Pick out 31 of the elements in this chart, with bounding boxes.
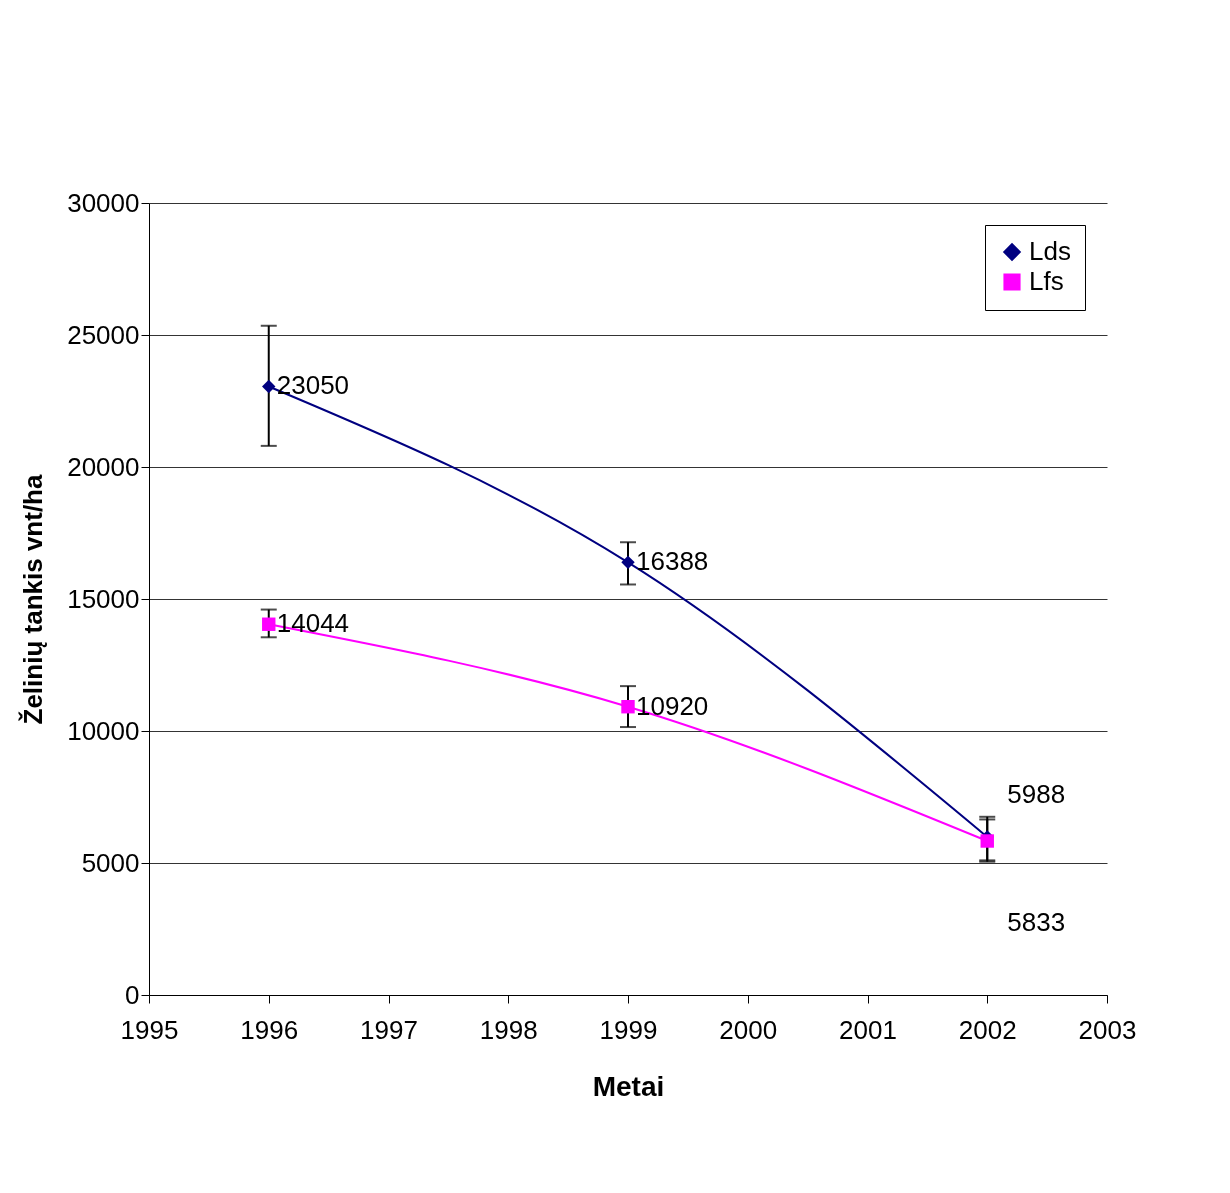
data-label: 23050	[276, 370, 350, 401]
y-tick-label: 20000	[67, 451, 140, 482]
data-label: 16388	[636, 546, 709, 577]
data-label: 5833	[1007, 907, 1066, 938]
point	[621, 555, 635, 570]
x-axis-title: Metai	[592, 1070, 665, 1102]
y-tick-label: 5000	[81, 847, 140, 878]
point	[621, 700, 635, 714]
x-tick-label: 2003	[1078, 1014, 1137, 1045]
y-tick-label: 15000	[67, 583, 140, 614]
y-tick-label: 0	[125, 979, 140, 1010]
x-tick-label: 2001	[839, 1014, 897, 1045]
x-tick-label: 1999	[599, 1014, 658, 1045]
legend-label: Lfs	[1029, 266, 1064, 296]
point	[262, 617, 276, 631]
x-tick-label: 2002	[958, 1014, 1017, 1045]
y-tick-label: 10000	[67, 715, 140, 746]
point	[980, 834, 994, 848]
x-tick-label: 2000	[719, 1014, 778, 1045]
point	[262, 379, 276, 394]
y-axis-title: Želinių tankis vnt/ha	[18, 474, 49, 725]
y-tick-label: 30000	[67, 187, 140, 218]
x-tick-label: 1995	[120, 1014, 179, 1045]
x-tick-label: 1997	[360, 1014, 418, 1045]
data-label: 10920	[636, 690, 709, 721]
legend-label: Lds	[1029, 236, 1071, 266]
y-tick-label: 25000	[67, 319, 140, 350]
data-label: 14044	[276, 608, 350, 639]
data-label: 5988	[1007, 778, 1066, 809]
x-tick-label: 1996	[240, 1014, 299, 1045]
x-tick-label: 1998	[479, 1014, 538, 1045]
